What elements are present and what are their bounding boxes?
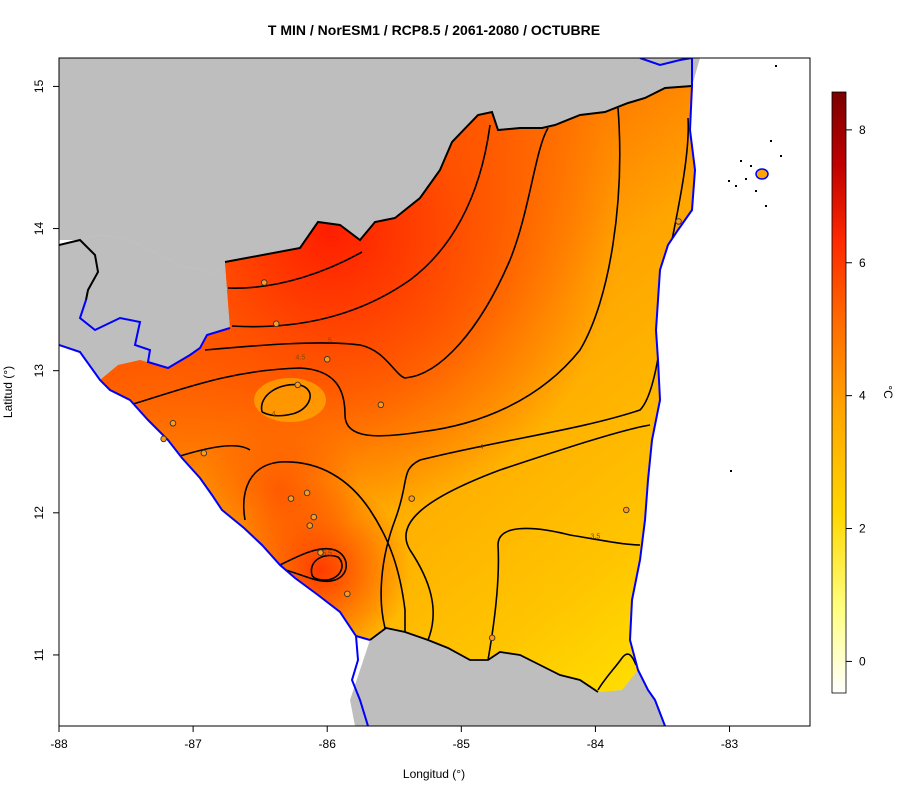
y-tick-label: 14 bbox=[32, 222, 46, 236]
contour-lines bbox=[129, 107, 690, 691]
colorbar-tick-label: 0 bbox=[859, 654, 866, 668]
colorbar-tick-label: 8 bbox=[859, 123, 866, 137]
colorbar-tick-label: 4 bbox=[859, 389, 866, 403]
plot-frame bbox=[58, 57, 811, 727]
station-marker bbox=[306, 522, 314, 529]
station-marker bbox=[310, 513, 318, 521]
station-marker bbox=[317, 549, 324, 556]
station-marker bbox=[623, 506, 630, 514]
station-marker bbox=[273, 320, 280, 328]
chart-title: T MIN / NorESM1 / RCP8.5 / 2061-2080 / O… bbox=[268, 22, 600, 38]
costa-rica-land bbox=[350, 628, 665, 726]
gulf-fonseca-coast bbox=[78, 299, 231, 370]
y-axis-label: Latitud (°) bbox=[1, 366, 15, 418]
station-marker bbox=[344, 590, 351, 598]
honduras-land bbox=[59, 235, 230, 380]
station-marker bbox=[303, 489, 311, 497]
x-tick-label: -84 bbox=[587, 737, 605, 751]
contour-labels: 5 4.5 4 4 3.5 5.5 bbox=[272, 337, 601, 557]
station-marker bbox=[287, 495, 295, 502]
contour-label: 4 bbox=[479, 444, 483, 451]
contour-label: 4.5 bbox=[296, 354, 306, 361]
contour-line bbox=[260, 383, 311, 417]
contour-label: 3.5 bbox=[591, 533, 601, 540]
corn-island bbox=[755, 168, 769, 180]
contour-line bbox=[597, 653, 637, 691]
x-tick-label: -87 bbox=[184, 737, 202, 751]
station-marker bbox=[169, 420, 177, 427]
station-marker bbox=[160, 435, 167, 443]
colorbar-ticks: 0 2 4 6 8 bbox=[846, 123, 866, 668]
y-tick-label: 11 bbox=[32, 648, 46, 661]
contour-line bbox=[129, 107, 621, 437]
pacific-ocean bbox=[59, 345, 665, 726]
x-axis-label: Longitud (°) bbox=[403, 767, 465, 781]
y-tick-label: 12 bbox=[32, 506, 46, 520]
colorbar: 0 2 4 6 8 °C bbox=[831, 91, 895, 694]
contour-line bbox=[405, 424, 651, 641]
caribbean-coastline bbox=[628, 58, 697, 726]
x-tick-label: -83 bbox=[721, 737, 739, 751]
y-axis: 11 12 13 14 15 bbox=[32, 79, 59, 661]
contour-line bbox=[179, 444, 251, 457]
colorbar-tick-label: 6 bbox=[859, 256, 866, 270]
x-axis: -88 -87 -86 -85 -84 -83 bbox=[50, 726, 739, 751]
contour-line bbox=[310, 554, 343, 581]
x-tick-label: -88 bbox=[50, 737, 68, 751]
station-marker bbox=[323, 356, 331, 363]
contour-label: 5.5 bbox=[322, 550, 332, 557]
contour-line bbox=[204, 127, 549, 379]
contour-label: 4 bbox=[272, 411, 276, 418]
x-tick-label: -86 bbox=[319, 737, 337, 751]
station-marker bbox=[200, 449, 208, 457]
contour-line bbox=[487, 527, 641, 661]
costa-rica-pacific-coast bbox=[350, 635, 369, 726]
honduras-north-coast bbox=[639, 58, 693, 67]
colorbar-tick-label: 2 bbox=[859, 522, 866, 536]
x-tick-label: -85 bbox=[453, 737, 471, 751]
cayos-miskitos bbox=[728, 65, 782, 472]
contour-line bbox=[243, 461, 406, 632]
pacific-coastline bbox=[59, 344, 371, 641]
costa-rica-border bbox=[369, 627, 599, 693]
contour-line bbox=[231, 124, 491, 328]
station-marker bbox=[675, 218, 682, 225]
station-marker bbox=[377, 401, 385, 409]
contour-line bbox=[227, 251, 363, 289]
station-marker bbox=[294, 381, 301, 389]
nicaragua-north-border bbox=[224, 85, 693, 263]
weather-stations bbox=[160, 218, 682, 642]
honduras-north-land bbox=[59, 58, 700, 275]
y-tick-label: 15 bbox=[32, 79, 46, 93]
caribbean-sea bbox=[630, 58, 810, 726]
station-marker bbox=[488, 634, 496, 642]
contour-line bbox=[279, 547, 348, 583]
colorbar-unit-label: °C bbox=[881, 385, 895, 399]
contour-label: 5 bbox=[328, 337, 332, 344]
plot-area: 5 4.5 4 4 3.5 5.5 bbox=[59, 58, 810, 726]
station-marker bbox=[408, 495, 415, 502]
colorbar-gradient bbox=[831, 91, 847, 694]
station-marker bbox=[260, 279, 268, 286]
honduras-west-border bbox=[59, 238, 100, 301]
contour-line bbox=[380, 117, 690, 629]
y-tick-label: 13 bbox=[32, 364, 46, 378]
